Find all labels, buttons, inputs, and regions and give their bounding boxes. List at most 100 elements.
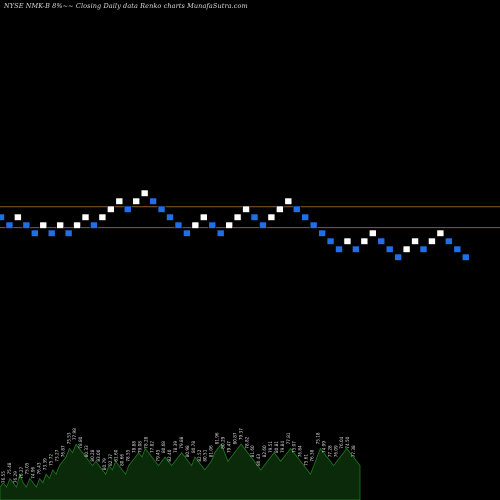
renko-brick-down [385, 245, 394, 253]
renko-brick-down [309, 221, 318, 229]
renko-brick-down [22, 221, 31, 229]
chart-title: NYSE NMK-B 8%~~ Closing Daily data Renko… [4, 2, 248, 10]
volume-label: 73.27 [54, 449, 59, 461]
volume-label: 80.87 [232, 432, 237, 444]
volume-label: 76.38 [310, 449, 315, 461]
renko-brick-down [64, 229, 73, 237]
volume-label: 75.53 [66, 432, 71, 444]
volume-label: 80.51 [203, 449, 208, 461]
volume-label: 78.55 [126, 449, 131, 461]
renko-brick-up [225, 221, 233, 229]
volume-label: 75.48 [7, 462, 12, 474]
volume-label: 75.07 [292, 441, 297, 453]
volume-label: 74.99 [321, 441, 326, 453]
volume-label: 76.09 [333, 445, 338, 457]
volume-label: 76.04 [339, 436, 344, 448]
volume-label: 76.43 [37, 462, 42, 474]
volume-label: 79.37 [238, 428, 243, 440]
renko-brick-up [411, 237, 419, 245]
renko-brick-down [90, 221, 98, 229]
volume-label: 79.51 [268, 441, 273, 453]
volume-label: 79.84 [280, 441, 285, 453]
renko-brick-up [242, 205, 250, 213]
renko-brick-down [292, 205, 301, 213]
renko-brick-up [267, 213, 276, 221]
renko-brick-down [250, 213, 259, 221]
volume-label: 82.40 [167, 449, 172, 461]
volume-label: 74.50 [345, 436, 350, 448]
volume-label: 77.82 [149, 441, 154, 453]
volume-label: 81.60 [250, 445, 255, 457]
volume-label: 82.60 [262, 445, 267, 457]
renko-brick-down [5, 221, 14, 229]
volume-label: 75.18 [315, 432, 320, 444]
volume-label: 78.39 [173, 441, 178, 453]
renko-brick-up [140, 189, 149, 197]
volume-label: 80.43 [256, 454, 261, 466]
renko-brick-up [191, 221, 200, 229]
renko-brick-down [301, 213, 310, 221]
volume-label: 78.80 [78, 436, 83, 448]
renko-brick-up [233, 213, 242, 221]
renko-brick-up [81, 213, 90, 221]
renko-brick-down [47, 229, 56, 237]
volume-label: 76.55 [1, 471, 6, 483]
renko-brick-up [436, 229, 445, 237]
renko-brick-up [284, 197, 293, 205]
volume-label: 80.33 [84, 445, 89, 457]
renko-brick-up [368, 229, 377, 237]
volume-label: 80.79 [102, 458, 107, 470]
renko-brick-down [149, 197, 157, 205]
volume-area [0, 443, 361, 500]
volume-label: 80.29 [221, 436, 226, 448]
volume-label: 76.87 [60, 445, 65, 457]
renko-brick-up [107, 205, 115, 213]
renko-brick-down [419, 245, 428, 253]
volume-label: 74.96 [31, 466, 36, 478]
volume-label: 77.81 [286, 432, 291, 444]
volume-label: 80.98 [185, 445, 190, 457]
volume-label: 73.39 [43, 458, 48, 470]
renko-brick-up [73, 221, 81, 229]
volume-label: 81.06 [209, 445, 214, 457]
volume-label: 79.47 [226, 441, 231, 453]
renko-brick-up [343, 237, 352, 245]
renko-brick-up [98, 213, 107, 221]
renko-brick-down [461, 253, 470, 261]
volume-label: 78.28 [143, 436, 148, 448]
volume-label: 78.88 [132, 441, 137, 453]
volume-label: 81.96 [215, 432, 220, 444]
volume-label: 80.28 [90, 449, 95, 461]
renko-brick-up [360, 237, 369, 245]
volume-label: 77.98 [72, 428, 77, 440]
volume-label: 75.61 [304, 454, 309, 466]
volume-label: 76.27 [19, 466, 24, 478]
volume-label: 81.60 [114, 449, 119, 461]
renko-brick-down [123, 205, 132, 213]
volume-label: 80.68 [161, 441, 166, 453]
renko-brick-up [56, 221, 64, 229]
volume-label: 76.29 [13, 471, 18, 483]
volume-label: 80.78 [191, 441, 196, 453]
renko-brick-down [208, 221, 217, 229]
renko-brick-down [157, 205, 166, 213]
renko-brick-down [174, 221, 183, 229]
renko-brick-down [166, 213, 174, 221]
renko-brick-down [259, 221, 267, 229]
volume-label: 75.05 [25, 462, 30, 474]
renko-brick-down [0, 213, 5, 221]
volume-label: 77.38 [351, 445, 356, 457]
volume-label: 80.66 [120, 454, 125, 466]
renko-brick-down [394, 253, 402, 261]
volume-label: 80.81 [274, 441, 279, 453]
renko-brick-down [352, 245, 360, 253]
renko-brick-up [14, 213, 22, 221]
renko-brick-up [39, 221, 48, 229]
renko-brick-up [428, 237, 436, 245]
renko-brick-down [30, 229, 39, 237]
volume-label: 83.00 [96, 449, 101, 461]
volume-label: 79.08 [137, 441, 142, 453]
renko-brick-down [377, 237, 386, 245]
volume-label: 79.88 [179, 436, 184, 448]
